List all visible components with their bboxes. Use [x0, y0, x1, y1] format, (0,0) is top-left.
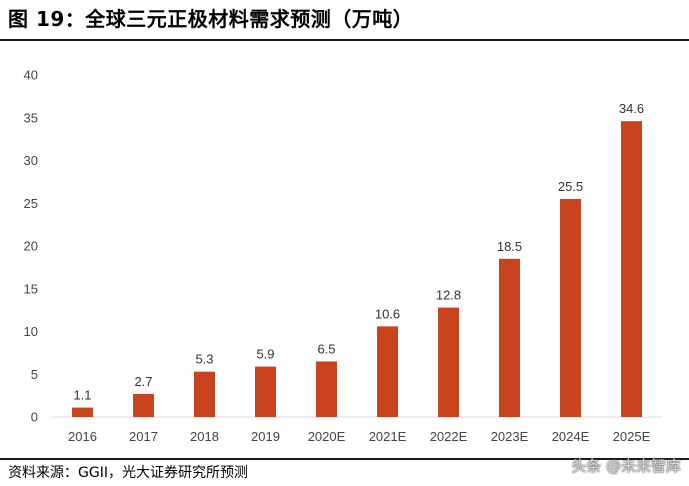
bar-2016 [72, 407, 93, 417]
x-tick-label: 2018 [190, 429, 219, 444]
x-tick-label: 2025E [613, 429, 651, 444]
x-tick-label: 2021E [369, 429, 407, 444]
source-note: 资料来源：GGII，光大证券研究所预测 [8, 465, 248, 481]
y-tick-label: 15 [24, 281, 38, 296]
data-label: 34.6 [619, 101, 644, 116]
watermark: 头条 @未来智库 [571, 457, 681, 475]
bar-2024E [560, 198, 581, 417]
figure-title: 图 19：全球三元正极材料需求预测（万吨） [8, 7, 414, 31]
y-tick-label: 20 [24, 239, 38, 254]
bars [72, 121, 642, 418]
bar-2017 [133, 393, 154, 417]
data-label: 18.5 [497, 239, 522, 254]
y-tick-label: 35 [24, 110, 38, 125]
bar-chart: 0 5 10 15 20 25 30 35 40 1.1 2.7 5.3 5.9 6.5 10.6 12.8… [24, 68, 662, 444]
y-axis: 0 5 10 15 20 25 30 35 40 [24, 68, 38, 425]
source-divider [0, 458, 689, 460]
data-labels: 1.1 2.7 5.3 5.9 6.5 10.6 12.8 18.5 25.5 34.6 [73, 101, 644, 402]
data-label: 6.5 [317, 341, 335, 356]
bar-2021E [377, 326, 398, 417]
x-tick-label: 2023E [491, 429, 529, 444]
bar-2025E [621, 121, 642, 418]
y-tick-label: 25 [24, 196, 38, 211]
x-axis: 2016 2017 2018 2019 2020E 2021E 2022E 2023E 2024… [68, 429, 651, 444]
data-label: 12.8 [436, 288, 461, 303]
x-tick-label: 2022E [430, 429, 468, 444]
x-tick-label: 2020E [308, 429, 346, 444]
data-label: 25.5 [558, 179, 583, 194]
y-tick-label: 5 [31, 367, 38, 382]
y-tick-label: 40 [24, 68, 38, 83]
x-tick-label: 2019 [251, 429, 280, 444]
y-tick-label: 10 [24, 324, 38, 339]
bar-2019 [255, 366, 276, 417]
data-label: 5.9 [256, 347, 274, 362]
data-label: 2.7 [134, 374, 152, 389]
data-label: 5.3 [195, 352, 213, 367]
bar-2023E [499, 258, 520, 417]
bar-2022E [438, 307, 459, 417]
y-tick-label: 0 [31, 410, 38, 425]
data-label: 1.1 [73, 388, 91, 403]
bar-2018 [194, 371, 215, 417]
x-tick-label: 2016 [68, 429, 97, 444]
data-label: 10.6 [375, 306, 400, 321]
title-divider [0, 39, 689, 41]
x-tick-label: 2024E [552, 429, 590, 444]
x-tick-label: 2017 [129, 429, 158, 444]
y-tick-label: 30 [24, 153, 38, 168]
bar-2020E [316, 361, 337, 417]
